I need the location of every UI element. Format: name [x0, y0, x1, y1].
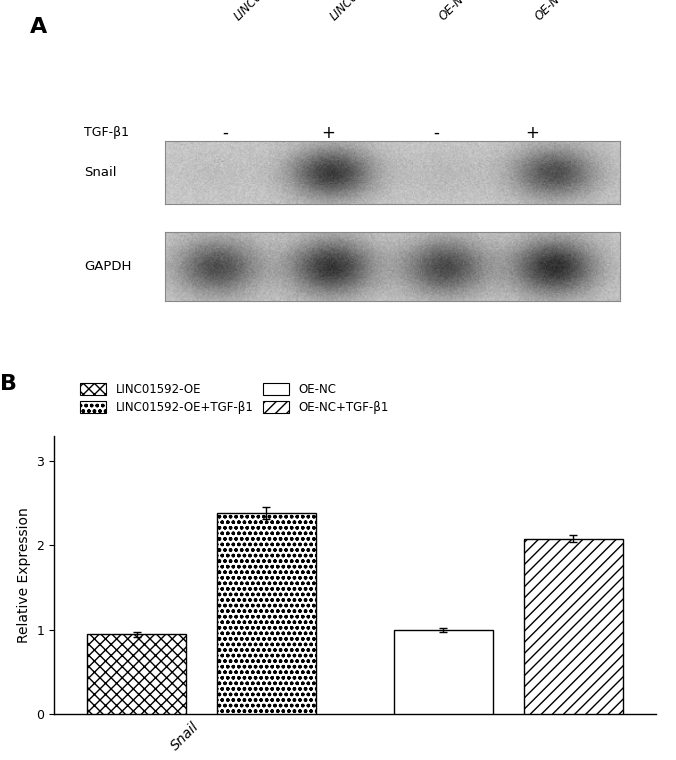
Text: +: + [525, 124, 539, 141]
Text: GAPDH: GAPDH [84, 260, 132, 273]
Text: OE-NC: OE-NC [533, 0, 569, 23]
Text: LINC01952-OE: LINC01952-OE [232, 0, 301, 23]
Bar [524, 539, 623, 714]
Text: +: + [321, 124, 335, 141]
Bar [394, 630, 493, 714]
Y-axis label: Relative Expression: Relative Expression [17, 507, 31, 643]
Text: B: B [0, 374, 17, 394]
Text: -: - [222, 124, 228, 141]
Text: A: A [30, 17, 47, 37]
Text: -: - [433, 124, 439, 141]
Text: TGF-β1: TGF-β1 [84, 126, 129, 139]
Bar [87, 634, 186, 714]
Bar [217, 513, 316, 714]
Text: Snail: Snail [84, 166, 117, 179]
Text: OE-NC: OE-NC [436, 0, 472, 23]
Text: LINC01952-OE: LINC01952-OE [328, 0, 397, 23]
Legend: LINC01592-OE, LINC01592-OE+TGF-β1, OE-NC, OE-NC+TGF-β1: LINC01592-OE, LINC01592-OE+TGF-β1, OE-NC… [78, 380, 391, 416]
